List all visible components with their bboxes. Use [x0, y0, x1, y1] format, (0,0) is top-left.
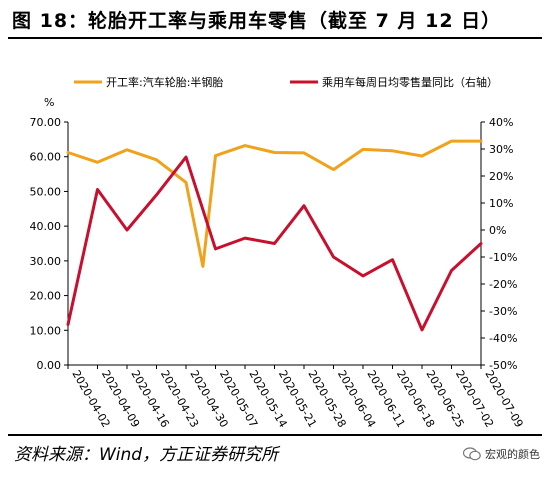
left-tick-label: 10.00	[30, 324, 62, 337]
right-tick-label: -30%	[489, 305, 517, 318]
legend-label-1: 乘用车每周日均零售量同比（右轴）	[322, 75, 498, 89]
right-tick-label: 20%	[489, 170, 513, 183]
series-layer	[66, 139, 483, 332]
right-axis: -50% -40% -30% -20% -10% 0% 10% 20% 30% 40%	[480, 116, 517, 372]
left-tick-label: 20.00	[30, 290, 62, 303]
right-tick-label: 10%	[489, 197, 513, 210]
right-tick-label: 40%	[489, 116, 513, 129]
chart: 开工率:汽车轮胎:半钢胎 乘用车每周日均零售量同比（右轴） % 0.00 10.00 2…	[30, 75, 526, 430]
title-bar: 图 18：轮胎开工率与乘用车零售（截至 7 月 12 日）	[8, 3, 542, 39]
series-line-0	[66, 139, 483, 268]
watermark: 宏观的颜色	[463, 446, 540, 462]
right-tick-label: -10%	[489, 251, 517, 264]
watermark-text: 宏观的颜色	[485, 448, 540, 461]
legend: 开工率:汽车轮胎:半钢胎 乘用车每周日均零售量同比（右轴）	[74, 75, 498, 89]
right-tick-label: 30%	[489, 143, 513, 156]
right-tick-label: -50%	[489, 359, 517, 372]
left-tick-label: 60.00	[30, 151, 62, 164]
left-tick-label: 70.00	[30, 116, 62, 129]
chart-title: 图 18：轮胎开工率与乘用车零售（截至 7 月 12 日）	[12, 10, 502, 32]
left-axis: % 0.00 10.00 20.00 30.00 40.00 50.00 60.00 70.00	[30, 96, 69, 372]
title-rule	[8, 37, 542, 39]
footer-rule	[8, 434, 542, 436]
wechat-icon	[463, 447, 481, 461]
left-tick-label: 50.00	[30, 185, 62, 198]
left-tick-label: 0.00	[37, 359, 62, 372]
left-tick-label: 30.00	[30, 255, 62, 268]
right-tick-label: -40%	[489, 332, 517, 345]
right-tick-label: 0%	[489, 224, 506, 237]
right-tick-label: -20%	[489, 278, 517, 291]
source-note: 资料来源：Wind，方正证券研究所	[14, 445, 279, 465]
left-tick-label: 40.00	[30, 220, 62, 233]
x-axis: 2020-04-022020-04-092020-04-162020-04-23…	[67, 364, 526, 430]
left-axis-unit: %	[44, 96, 54, 109]
legend-label-0: 开工率:汽车轮胎:半钢胎	[106, 75, 223, 89]
